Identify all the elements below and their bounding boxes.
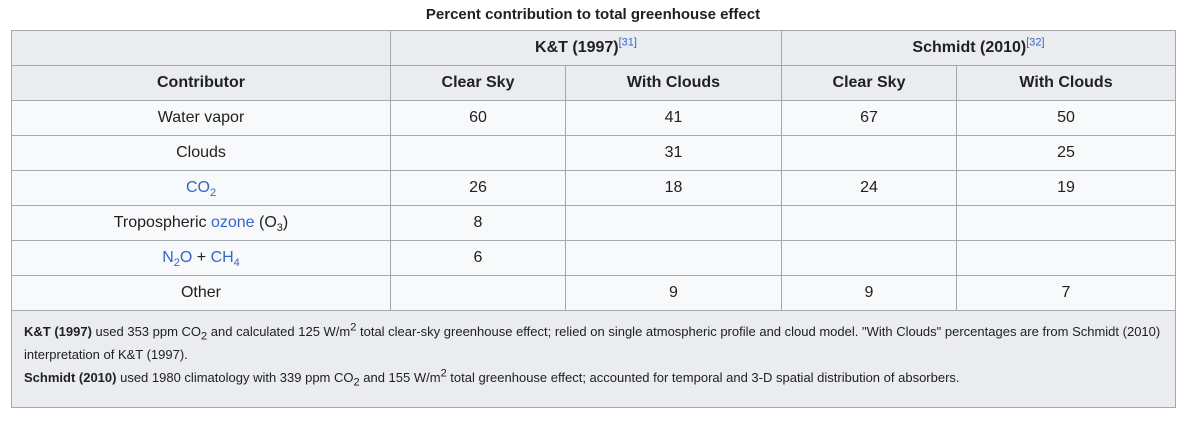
ozone-prefix: Tropospheric xyxy=(113,214,211,231)
kt-clear-cell xyxy=(390,135,566,171)
kt-clouds-cell xyxy=(565,205,782,241)
n2o-subscript: 2 xyxy=(173,257,180,270)
n2o-text: N xyxy=(162,249,174,266)
contributor-column-header: Contributor xyxy=(11,65,391,101)
n2o-text-end: O xyxy=(179,249,193,266)
schmidt-reference: [32] xyxy=(1026,37,1044,49)
kt-clear-cell: 26 xyxy=(390,170,566,206)
column-header-row: Contributor Clear Sky With Clouds Clear … xyxy=(11,65,1177,101)
n2o-link[interactable]: N2O xyxy=(162,249,193,270)
schmidt-group-header: Schmidt (2010)[32] xyxy=(780,30,1177,66)
ch4-link[interactable]: CH4 xyxy=(210,249,240,270)
kt-group-label: K&T (1997) xyxy=(535,39,619,56)
kt-clouds-cell: 18 xyxy=(565,170,782,206)
kt-clear-cell: 8 xyxy=(390,205,566,241)
ozone-formula-close: ) xyxy=(282,214,289,231)
schmidt-clear-cell: 9 xyxy=(781,275,957,311)
footnote-kt-sup: 2 xyxy=(350,321,357,334)
ch4-subscript: 4 xyxy=(233,257,240,270)
kt-clouds-cell: 41 xyxy=(565,100,782,136)
footnote-schmidt-bold: Schmidt (2010) xyxy=(24,370,117,385)
schmidt-clouds-cell: 50 xyxy=(955,100,1177,136)
footnote-kt-text-1: used 353 ppm CO xyxy=(91,324,202,339)
group-header-row: K&T (1997)[31] Schmidt (2010)[32] xyxy=(11,30,1177,66)
contributor-cell: Water vapor xyxy=(11,100,391,136)
schmidt-clouds-cell: 25 xyxy=(955,135,1177,171)
schmidt-clouds-cell: 7 xyxy=(955,275,1177,311)
schmidt-clouds-cell: 19 xyxy=(955,170,1177,206)
footnote-schmidt-sup: 2 xyxy=(440,367,447,380)
footnote-kt-bold: K&T (1997) xyxy=(24,324,92,339)
footnote-schmidt-text-3: total greenhouse effect; accounted for t… xyxy=(446,370,960,385)
ch4-text: CH xyxy=(210,249,234,266)
footnote-row: K&T (1997) used 353 ppm CO2 and calculat… xyxy=(10,310,1177,408)
ozone-formula-open: (O xyxy=(254,214,277,231)
ozone-subscript: 3 xyxy=(276,222,283,235)
kt-reference: [31] xyxy=(619,37,637,49)
schmidt-with-clouds-column-header: With Clouds xyxy=(955,65,1177,101)
contributor-cell: Other xyxy=(11,275,391,311)
co2-subscript: 2 xyxy=(209,187,217,200)
empty-corner-header xyxy=(11,30,391,66)
footnote-kt-text-2: and calculated 125 W/m xyxy=(207,324,351,339)
table-row: Water vapor 60 41 67 50 xyxy=(11,100,1177,136)
ozone-link[interactable]: ozone xyxy=(210,214,255,231)
kt-with-clouds-column-header: With Clouds xyxy=(565,65,782,101)
footnote-schmidt: Schmidt (2010) used 1980 climatology wit… xyxy=(24,366,1163,389)
co2-text: CO xyxy=(185,179,210,196)
contributor-cell: CO2 xyxy=(11,170,391,206)
kt-clouds-cell: 31 xyxy=(565,135,782,171)
footnote-schmidt-sub: 2 xyxy=(353,376,360,389)
kt-clear-cell: 6 xyxy=(390,240,566,276)
schmidt-clear-sky-column-header: Clear Sky xyxy=(781,65,957,101)
schmidt-clear-cell: 24 xyxy=(781,170,957,206)
contributor-cell: N2O + CH4 xyxy=(11,240,391,276)
greenhouse-contribution-table: K&T (1997)[31] Schmidt (2010)[32] Contri… xyxy=(10,30,1177,408)
kt-reference-link[interactable]: [31] xyxy=(618,36,637,49)
footnote-kt: K&T (1997) used 353 ppm CO2 and calculat… xyxy=(24,320,1163,366)
schmidt-clear-cell xyxy=(781,240,957,276)
co2-link[interactable]: CO2 xyxy=(185,179,217,200)
table-row: CO2 26 18 24 19 xyxy=(11,170,1177,206)
footnote-schmidt-text-1: used 1980 climatology with 339 ppm CO xyxy=(116,370,354,385)
schmidt-clouds-cell xyxy=(955,240,1177,276)
plus-sign: + xyxy=(192,249,211,266)
footnote-schmidt-text-2: and 155 W/m xyxy=(359,370,441,385)
kt-clear-sky-column-header: Clear Sky xyxy=(390,65,566,101)
schmidt-group-label: Schmidt (2010) xyxy=(912,39,1027,56)
kt-clear-cell: 60 xyxy=(390,100,566,136)
footnote-kt-text-3: total clear-sky greenhouse effect; relie… xyxy=(24,324,1161,362)
schmidt-clear-cell xyxy=(781,135,957,171)
schmidt-clear-cell xyxy=(781,205,957,241)
table-row: N2O + CH4 6 xyxy=(11,240,1177,276)
kt-clouds-cell xyxy=(565,240,782,276)
kt-clear-cell xyxy=(390,275,566,311)
kt-group-header: K&T (1997)[31] xyxy=(390,30,782,66)
schmidt-clear-cell: 67 xyxy=(781,100,957,136)
contributor-cell: Clouds xyxy=(11,135,391,171)
footnote-cell: K&T (1997) used 353 ppm CO2 and calculat… xyxy=(10,310,1177,408)
schmidt-clouds-cell xyxy=(955,205,1177,241)
table-row: Other 9 9 7 xyxy=(11,275,1177,311)
table-caption: Percent contribution to total greenhouse… xyxy=(425,6,761,23)
footnote-kt-sub: 2 xyxy=(201,330,208,343)
table-row: Tropospheric ozone (O3) 8 xyxy=(11,205,1177,241)
schmidt-reference-link[interactable]: [32] xyxy=(1026,36,1045,49)
contributor-cell: Tropospheric ozone (O3) xyxy=(11,205,391,241)
table-row: Clouds 31 25 xyxy=(11,135,1177,171)
kt-clouds-cell: 9 xyxy=(565,275,782,311)
